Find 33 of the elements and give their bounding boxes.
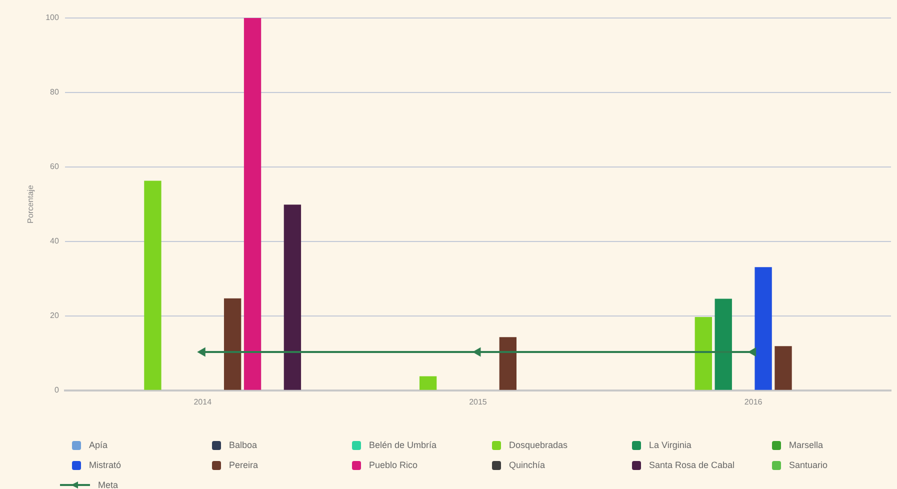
legend-label: Marsella — [789, 440, 824, 450]
bar — [224, 298, 242, 390]
y-tick-label: 20 — [50, 311, 60, 320]
legend-label: Balboa — [229, 440, 258, 450]
legend-label: Santuario — [789, 460, 828, 470]
legend-label: Quinchía — [509, 460, 546, 470]
bar — [284, 204, 302, 390]
y-tick-label: 60 — [50, 162, 60, 172]
bar — [144, 180, 162, 390]
legend-label: Belén de Umbría — [369, 440, 437, 450]
bar — [499, 337, 517, 390]
legend-label: Mistrató — [89, 460, 122, 470]
y-tick-label: 40 — [50, 236, 60, 246]
y-tick-label: 80 — [50, 88, 60, 97]
x-tick-label: 2014 — [194, 397, 212, 406]
x-tick-label: 2015 — [469, 397, 488, 406]
x-tick-label: 2016 — [744, 397, 763, 406]
bar — [774, 346, 792, 390]
legend-label: Pereira — [229, 460, 258, 470]
bar — [754, 267, 772, 390]
bar — [419, 376, 437, 390]
legend-label: Santa Rosa de Cabal — [649, 460, 735, 470]
bar — [694, 317, 712, 390]
legend-label: Pueblo Rico — [369, 460, 418, 470]
legend-label: Apía — [89, 440, 108, 450]
legend-label: Meta — [98, 480, 118, 489]
y-axis-title: Porcentaje — [26, 184, 36, 224]
legend-label: La Virginia — [649, 440, 692, 450]
y-tick-label: 0 — [54, 386, 60, 395]
y-tick-label: 100 — [46, 13, 60, 22]
legend-label: Dosquebradas — [509, 440, 568, 450]
bar — [714, 298, 732, 390]
bar — [244, 18, 262, 390]
